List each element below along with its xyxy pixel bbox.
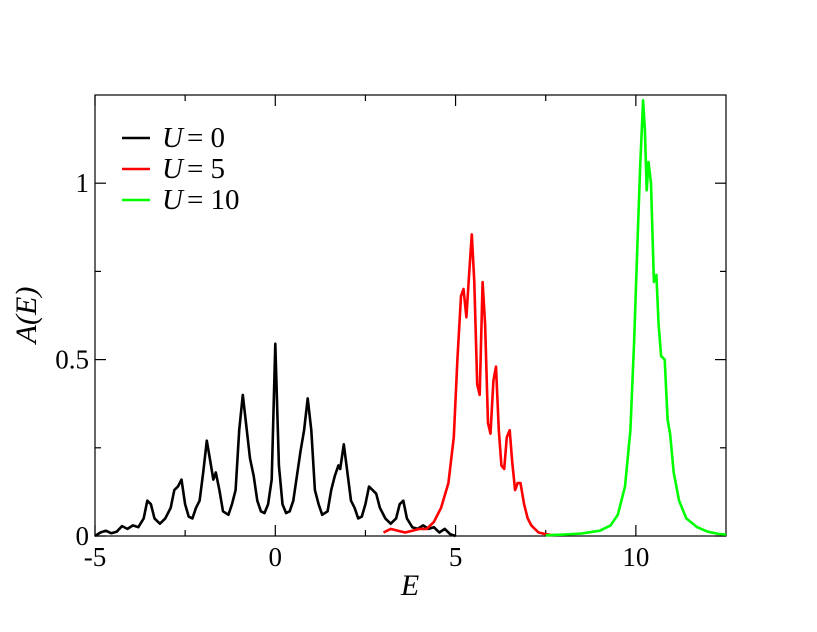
x-tick-label: 10 xyxy=(622,542,649,572)
y-tick-label: 0 xyxy=(76,521,90,551)
series-layer xyxy=(94,99,727,538)
legend-variable: U xyxy=(162,122,185,154)
x-axis: -5 0 5 10 xyxy=(84,95,649,572)
y-tick-label: 1 xyxy=(76,168,90,198)
legend: U = 0U = 5U = 10 xyxy=(122,122,240,216)
legend-value: = 10 xyxy=(187,184,240,216)
x-axis-title: E xyxy=(400,569,419,602)
y-axis: 00.51 xyxy=(55,168,726,551)
legend-variable: U xyxy=(162,153,185,185)
plot-frame xyxy=(94,94,727,537)
series-line-1 xyxy=(382,233,554,537)
y-tick-label: 0.5 xyxy=(55,345,89,375)
legend-label-1: U = 5 xyxy=(162,153,225,185)
legend-label-0: U = 0 xyxy=(162,122,225,154)
series-line-0 xyxy=(94,342,457,538)
legend-variable: U xyxy=(162,184,185,216)
legend-value: = 0 xyxy=(187,122,225,154)
x-tick-label: -5 xyxy=(84,542,107,572)
y-axis-title: A(E) xyxy=(10,287,43,346)
x-tick-label: 5 xyxy=(449,542,463,572)
legend-value: = 5 xyxy=(187,153,225,185)
legend-label-2: U = 10 xyxy=(162,184,240,216)
series-line-2 xyxy=(545,99,727,537)
x-tick-label: 0 xyxy=(269,542,283,572)
